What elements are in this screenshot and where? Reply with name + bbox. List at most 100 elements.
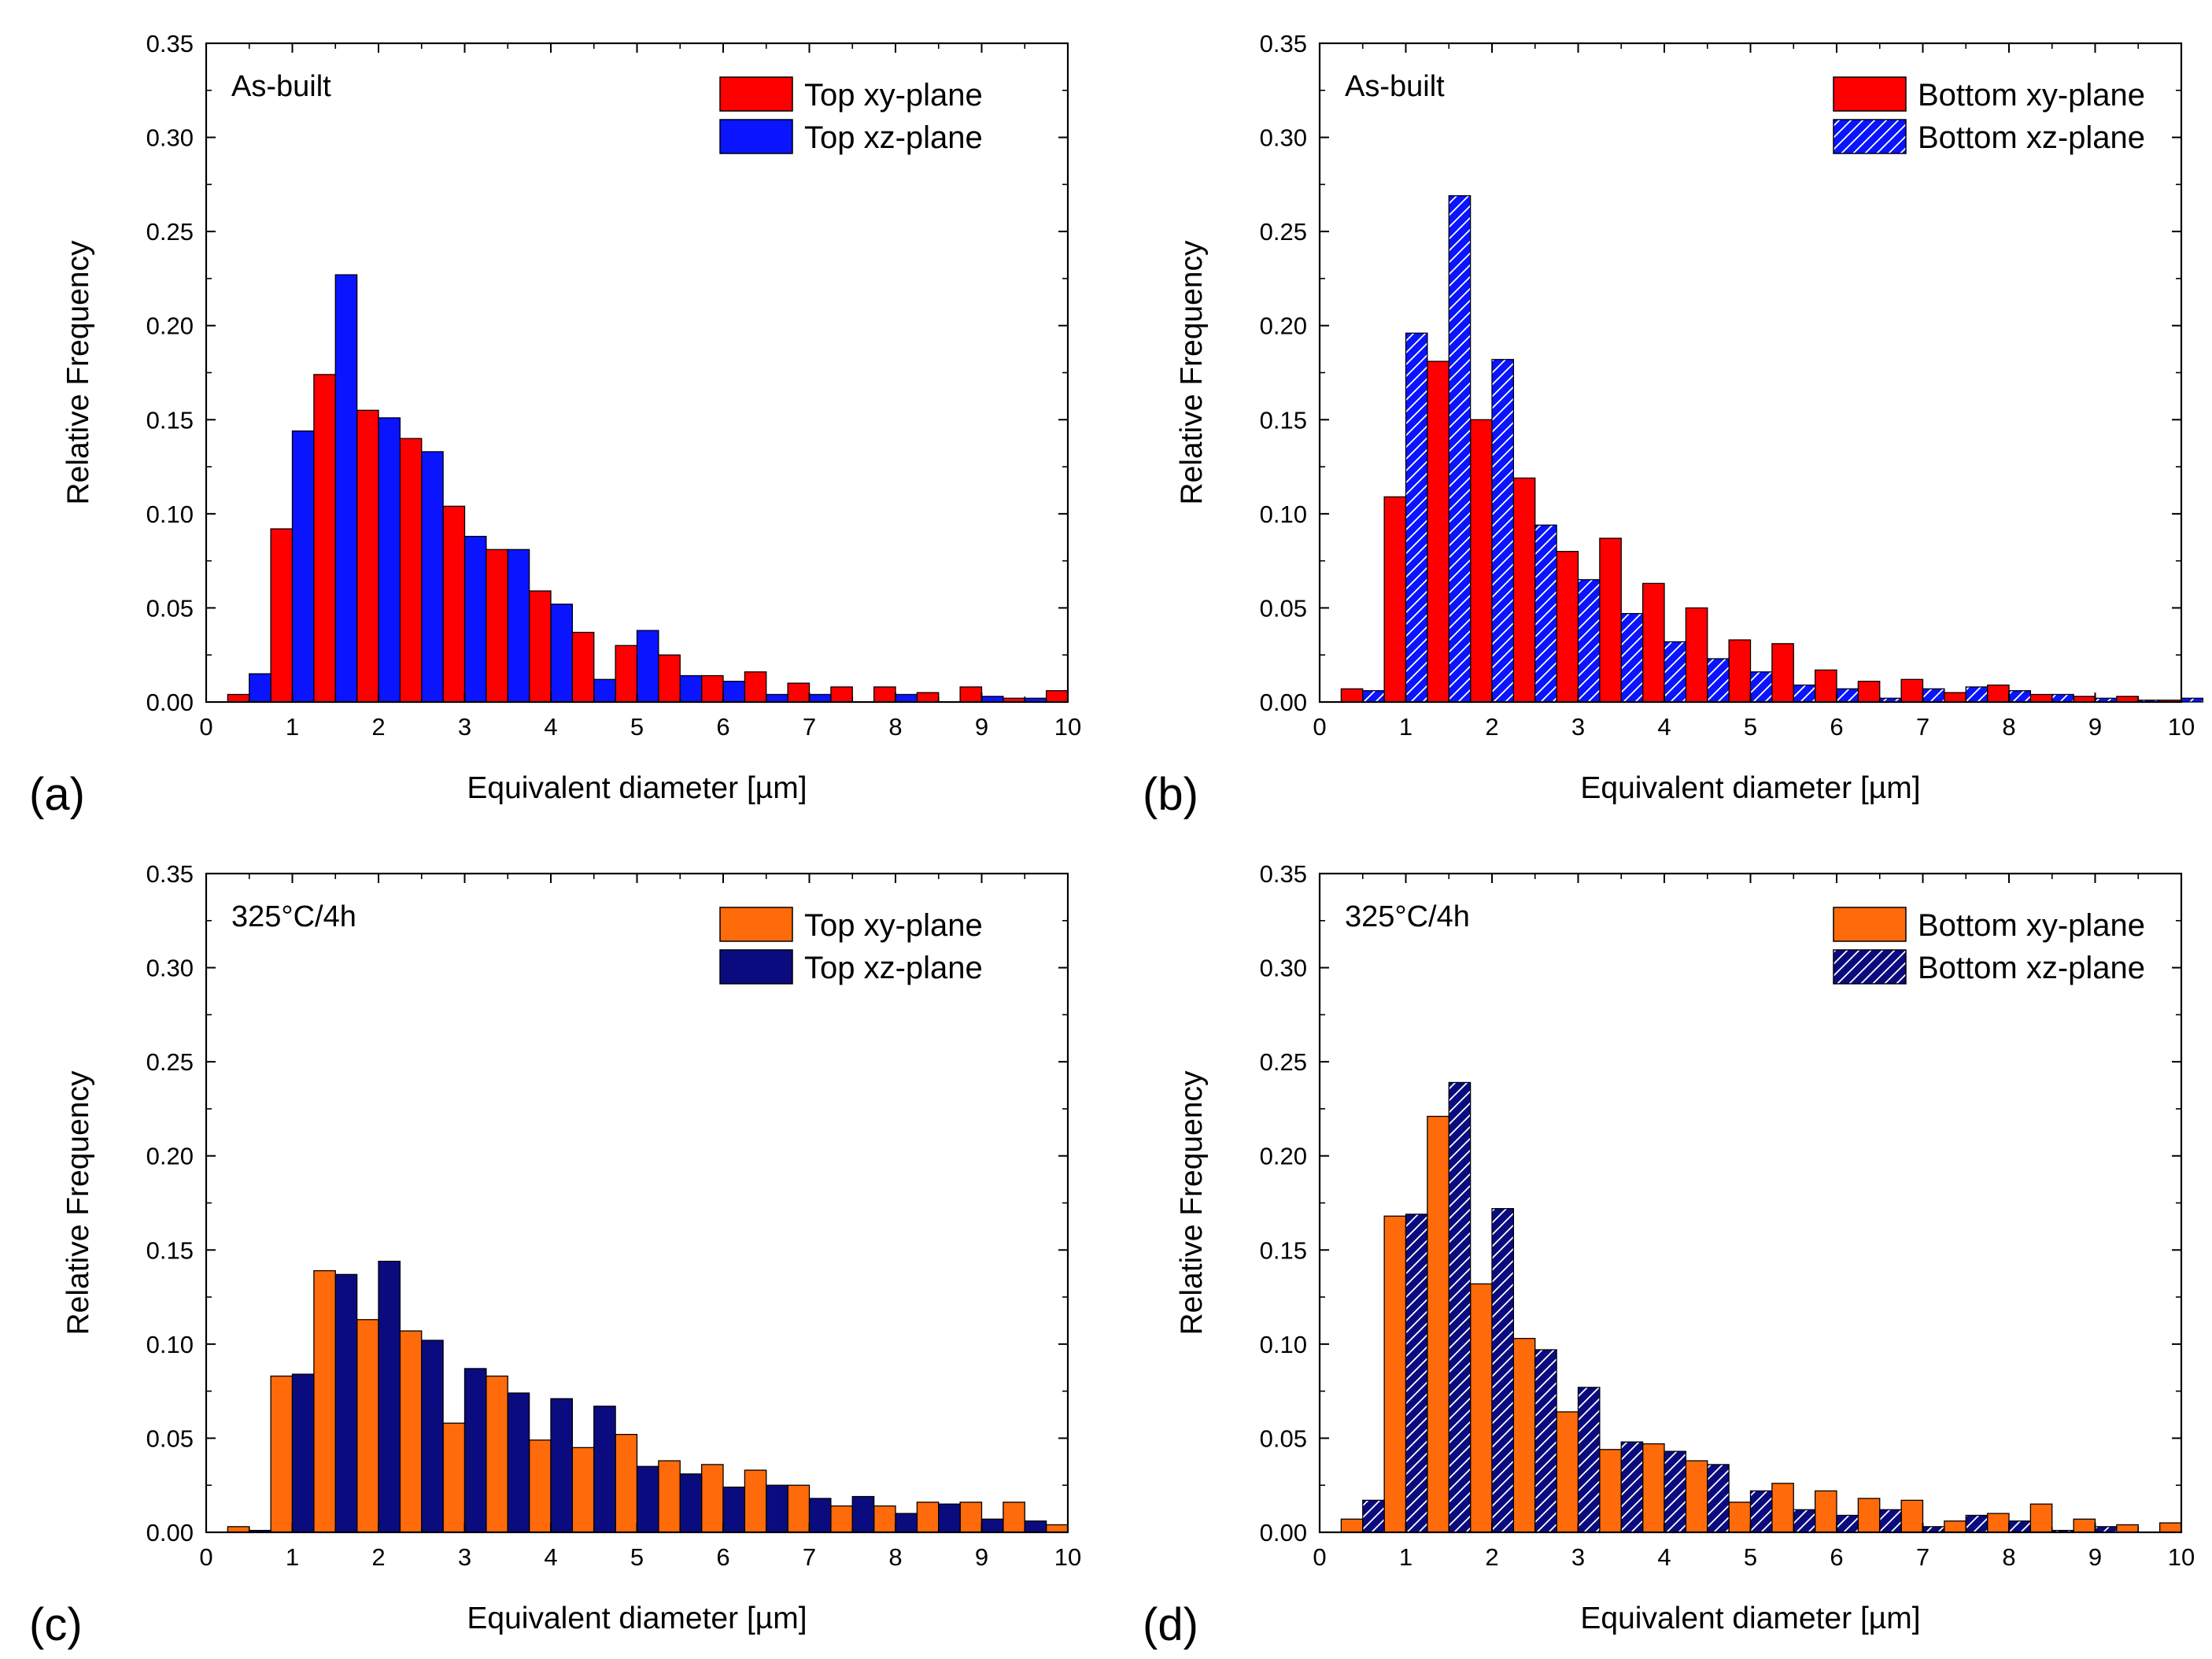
bar: [378, 417, 401, 703]
bar: [1045, 1524, 1069, 1533]
x-tick-label: 9: [975, 713, 988, 741]
x-tick-label: 3: [458, 1543, 471, 1571]
x-tick-label: 2: [371, 713, 385, 741]
bar: [1685, 607, 1708, 703]
bar: [270, 1375, 294, 1533]
panel-letter: (c): [29, 1599, 83, 1650]
y-tick-label: 0.00: [146, 689, 194, 716]
bar: [1944, 1520, 1966, 1533]
x-tick-label: 8: [888, 713, 902, 741]
x-tick-label: 10: [1054, 1543, 1081, 1571]
bar: [895, 1513, 918, 1533]
legend-label: Bottom xz-plane: [1918, 951, 2145, 985]
legend-swatch: [1833, 119, 1907, 154]
bar: [700, 674, 724, 703]
x-tick-label: 5: [1744, 1543, 1757, 1571]
bar: [1599, 538, 1622, 703]
bar: [1340, 688, 1364, 703]
panel-letter: (a): [29, 769, 85, 820]
bar: [528, 1439, 552, 1533]
bar: [1427, 360, 1449, 703]
y-tick-label: 0.15: [146, 1236, 194, 1264]
bar: [1986, 1513, 2010, 1533]
x-tick-label: 0: [1313, 1543, 1326, 1571]
bar: [1814, 1490, 1837, 1533]
x-tick-label: 4: [1657, 713, 1671, 741]
legend-swatch: [1833, 76, 1907, 112]
bar: [1512, 477, 1536, 703]
legend-swatch: [719, 907, 793, 942]
bar: [1362, 1499, 1385, 1533]
x-tick-label: 5: [630, 1543, 644, 1571]
bar: [1857, 681, 1881, 703]
y-tick-label: 0.35: [1260, 30, 1307, 57]
x-tick-label: 9: [2088, 1543, 2102, 1571]
x-tick-label: 7: [1916, 1543, 1929, 1571]
y-tick-label: 0.20: [146, 312, 194, 340]
bar: [1003, 1502, 1025, 1533]
y-tick-label: 0.05: [146, 1424, 194, 1452]
legend-label: Top xz-plane: [804, 120, 983, 155]
series-2: [249, 1260, 1047, 1533]
x-tick-label: 8: [2002, 713, 2015, 741]
x-tick-label: 5: [1744, 713, 1757, 741]
bar: [1965, 686, 1989, 703]
y-tick-label: 0.20: [1260, 1143, 1307, 1170]
bar: [1491, 1208, 1515, 1533]
bar: [636, 1465, 659, 1533]
bar: [550, 1398, 574, 1533]
legend: Top xy-plane Top xz-plane: [719, 76, 983, 155]
bar: [486, 1375, 508, 1533]
x-tick-label: 8: [888, 1543, 902, 1571]
y-tick-label: 0.30: [1260, 124, 1307, 152]
bar: [830, 1505, 853, 1533]
y-tick-label: 0.05: [1260, 594, 1307, 622]
bar: [959, 686, 983, 703]
x-tick-label: 6: [716, 1543, 729, 1571]
legend-label: Bottom xy-plane: [1918, 908, 2145, 943]
y-tick-label: 0.15: [1260, 1236, 1307, 1264]
bar: [873, 686, 896, 703]
bar: [615, 645, 638, 703]
y-tick-label: 0.30: [146, 124, 194, 152]
bar: [1620, 1441, 1644, 1533]
y-tick-label: 0.00: [1260, 1519, 1307, 1546]
bar: [291, 1373, 315, 1533]
bar: [938, 1503, 961, 1533]
x-tick-label: 4: [544, 713, 557, 741]
bar: [1836, 688, 1859, 703]
x-tick-label: 6: [1830, 1543, 1843, 1571]
panel-letter: (b): [1143, 769, 1198, 820]
x-tick-label: 7: [1916, 713, 1929, 741]
y-tick-label: 0.10: [1260, 501, 1307, 528]
bar: [1620, 612, 1644, 703]
bar: [270, 528, 294, 703]
bar: [2008, 690, 2032, 703]
series-1: [227, 1269, 1069, 1533]
x-tick-label: 3: [1571, 1543, 1585, 1571]
y-tick-label: 0.15: [146, 406, 194, 434]
bar: [356, 1319, 379, 1533]
legend-label: Bottom xz-plane: [1918, 120, 2145, 155]
legend-swatch: [719, 949, 793, 985]
y-tick-label: 0.05: [146, 594, 194, 622]
bar: [1685, 1460, 1708, 1533]
bar: [1707, 658, 1730, 703]
bar: [571, 631, 595, 703]
condition-label: As-built: [231, 70, 331, 103]
bar: [249, 673, 271, 703]
chart-panel-4: 0 1 2 3 4 5 6 7 8 9 10 0.00 0.05 0.10 0.15 0.20 0.25 0.30…: [1143, 860, 2195, 1650]
bar: [1944, 692, 1966, 703]
bar: [1045, 690, 1069, 703]
bar: [1749, 1490, 1773, 1533]
condition-label: As-built: [1345, 70, 1445, 103]
x-axis-title: Equivalent diameter [µm]: [1580, 771, 1920, 805]
legend: Bottom xy-plane Bottom xz-plane: [1833, 76, 2145, 155]
bar: [787, 1484, 811, 1533]
bar: [1793, 1509, 1816, 1533]
y-axis-title: Relative Frequency: [61, 240, 95, 504]
y-tick-label: 0.05: [1260, 1424, 1307, 1452]
y-tick-label: 0.25: [1260, 218, 1307, 246]
bar: [291, 430, 315, 703]
bar: [442, 505, 466, 703]
